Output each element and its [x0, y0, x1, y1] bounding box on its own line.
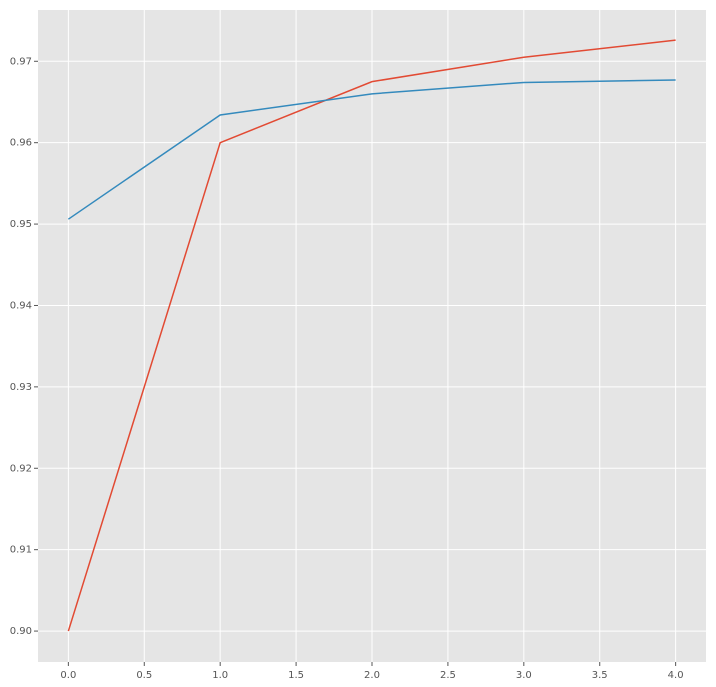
x-tick-label: 1.5 — [288, 670, 304, 681]
x-tick-label: 1.0 — [212, 670, 228, 681]
y-tick-label: 0.93 — [10, 382, 32, 393]
y-tick-label: 0.96 — [10, 138, 32, 149]
y-tick-label: 0.92 — [10, 463, 32, 474]
y-tick-label: 0.90 — [10, 626, 32, 637]
x-tick-label: 0.5 — [136, 670, 152, 681]
x-tick-label: 4.0 — [668, 670, 684, 681]
x-tick-label: 3.0 — [516, 670, 532, 681]
y-tick-label: 0.95 — [10, 219, 32, 230]
x-tick-label: 0.0 — [60, 670, 76, 681]
x-tick-label: 2.5 — [440, 670, 456, 681]
series-line — [67, 39, 676, 632]
x-tick-label: 2.0 — [364, 670, 380, 681]
y-tick-label: 0.94 — [10, 300, 32, 311]
y-tick-label: 0.91 — [10, 545, 32, 556]
y-tick-label: 0.97 — [10, 56, 32, 67]
x-tick-label: 3.5 — [592, 670, 608, 681]
series-line — [67, 79, 676, 220]
